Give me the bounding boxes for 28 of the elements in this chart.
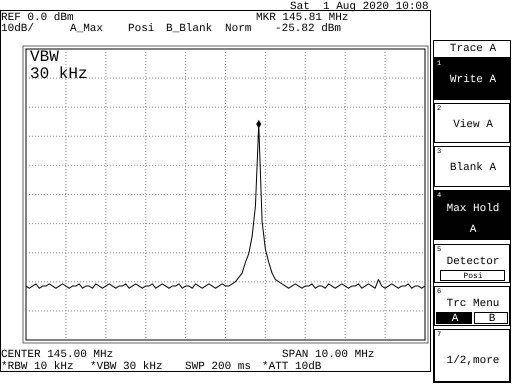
text: -25.82 dBm [275, 23, 342, 35]
text: Detector [446, 256, 500, 268]
text: Trc Menu [446, 298, 500, 310]
text: CENTER 145.00 MHz [1, 349, 114, 361]
text: *ATT 10dB [262, 361, 322, 373]
text: Posi [128, 23, 155, 35]
text: B [488, 313, 496, 325]
text: Blank A [450, 162, 496, 174]
text: 10dB/ [1, 23, 34, 35]
text: A [452, 313, 459, 325]
text: SPAN 10.00 MHz [282, 349, 374, 361]
text: A [470, 224, 477, 236]
text: View A [453, 119, 494, 131]
text: *RBW 10 kHz [1, 361, 74, 373]
text: REF 0.0 dBm [1, 12, 74, 24]
text: B_Blank [166, 23, 213, 35]
text: MKR 145.81 MHz [256, 12, 348, 24]
text: *VBW 30 kHz [90, 361, 163, 373]
text: Posi [463, 272, 483, 281]
text: Write A [450, 74, 496, 86]
text: 1/2,more [446, 355, 500, 367]
text: VBW [30, 48, 60, 66]
text: Trace A [450, 43, 496, 55]
text: 30 kHz [30, 65, 88, 83]
text: Max Hold [446, 203, 500, 215]
text: SWP 200 ms [185, 361, 252, 373]
text: A_Max [70, 23, 104, 35]
text: Norm [225, 23, 252, 35]
